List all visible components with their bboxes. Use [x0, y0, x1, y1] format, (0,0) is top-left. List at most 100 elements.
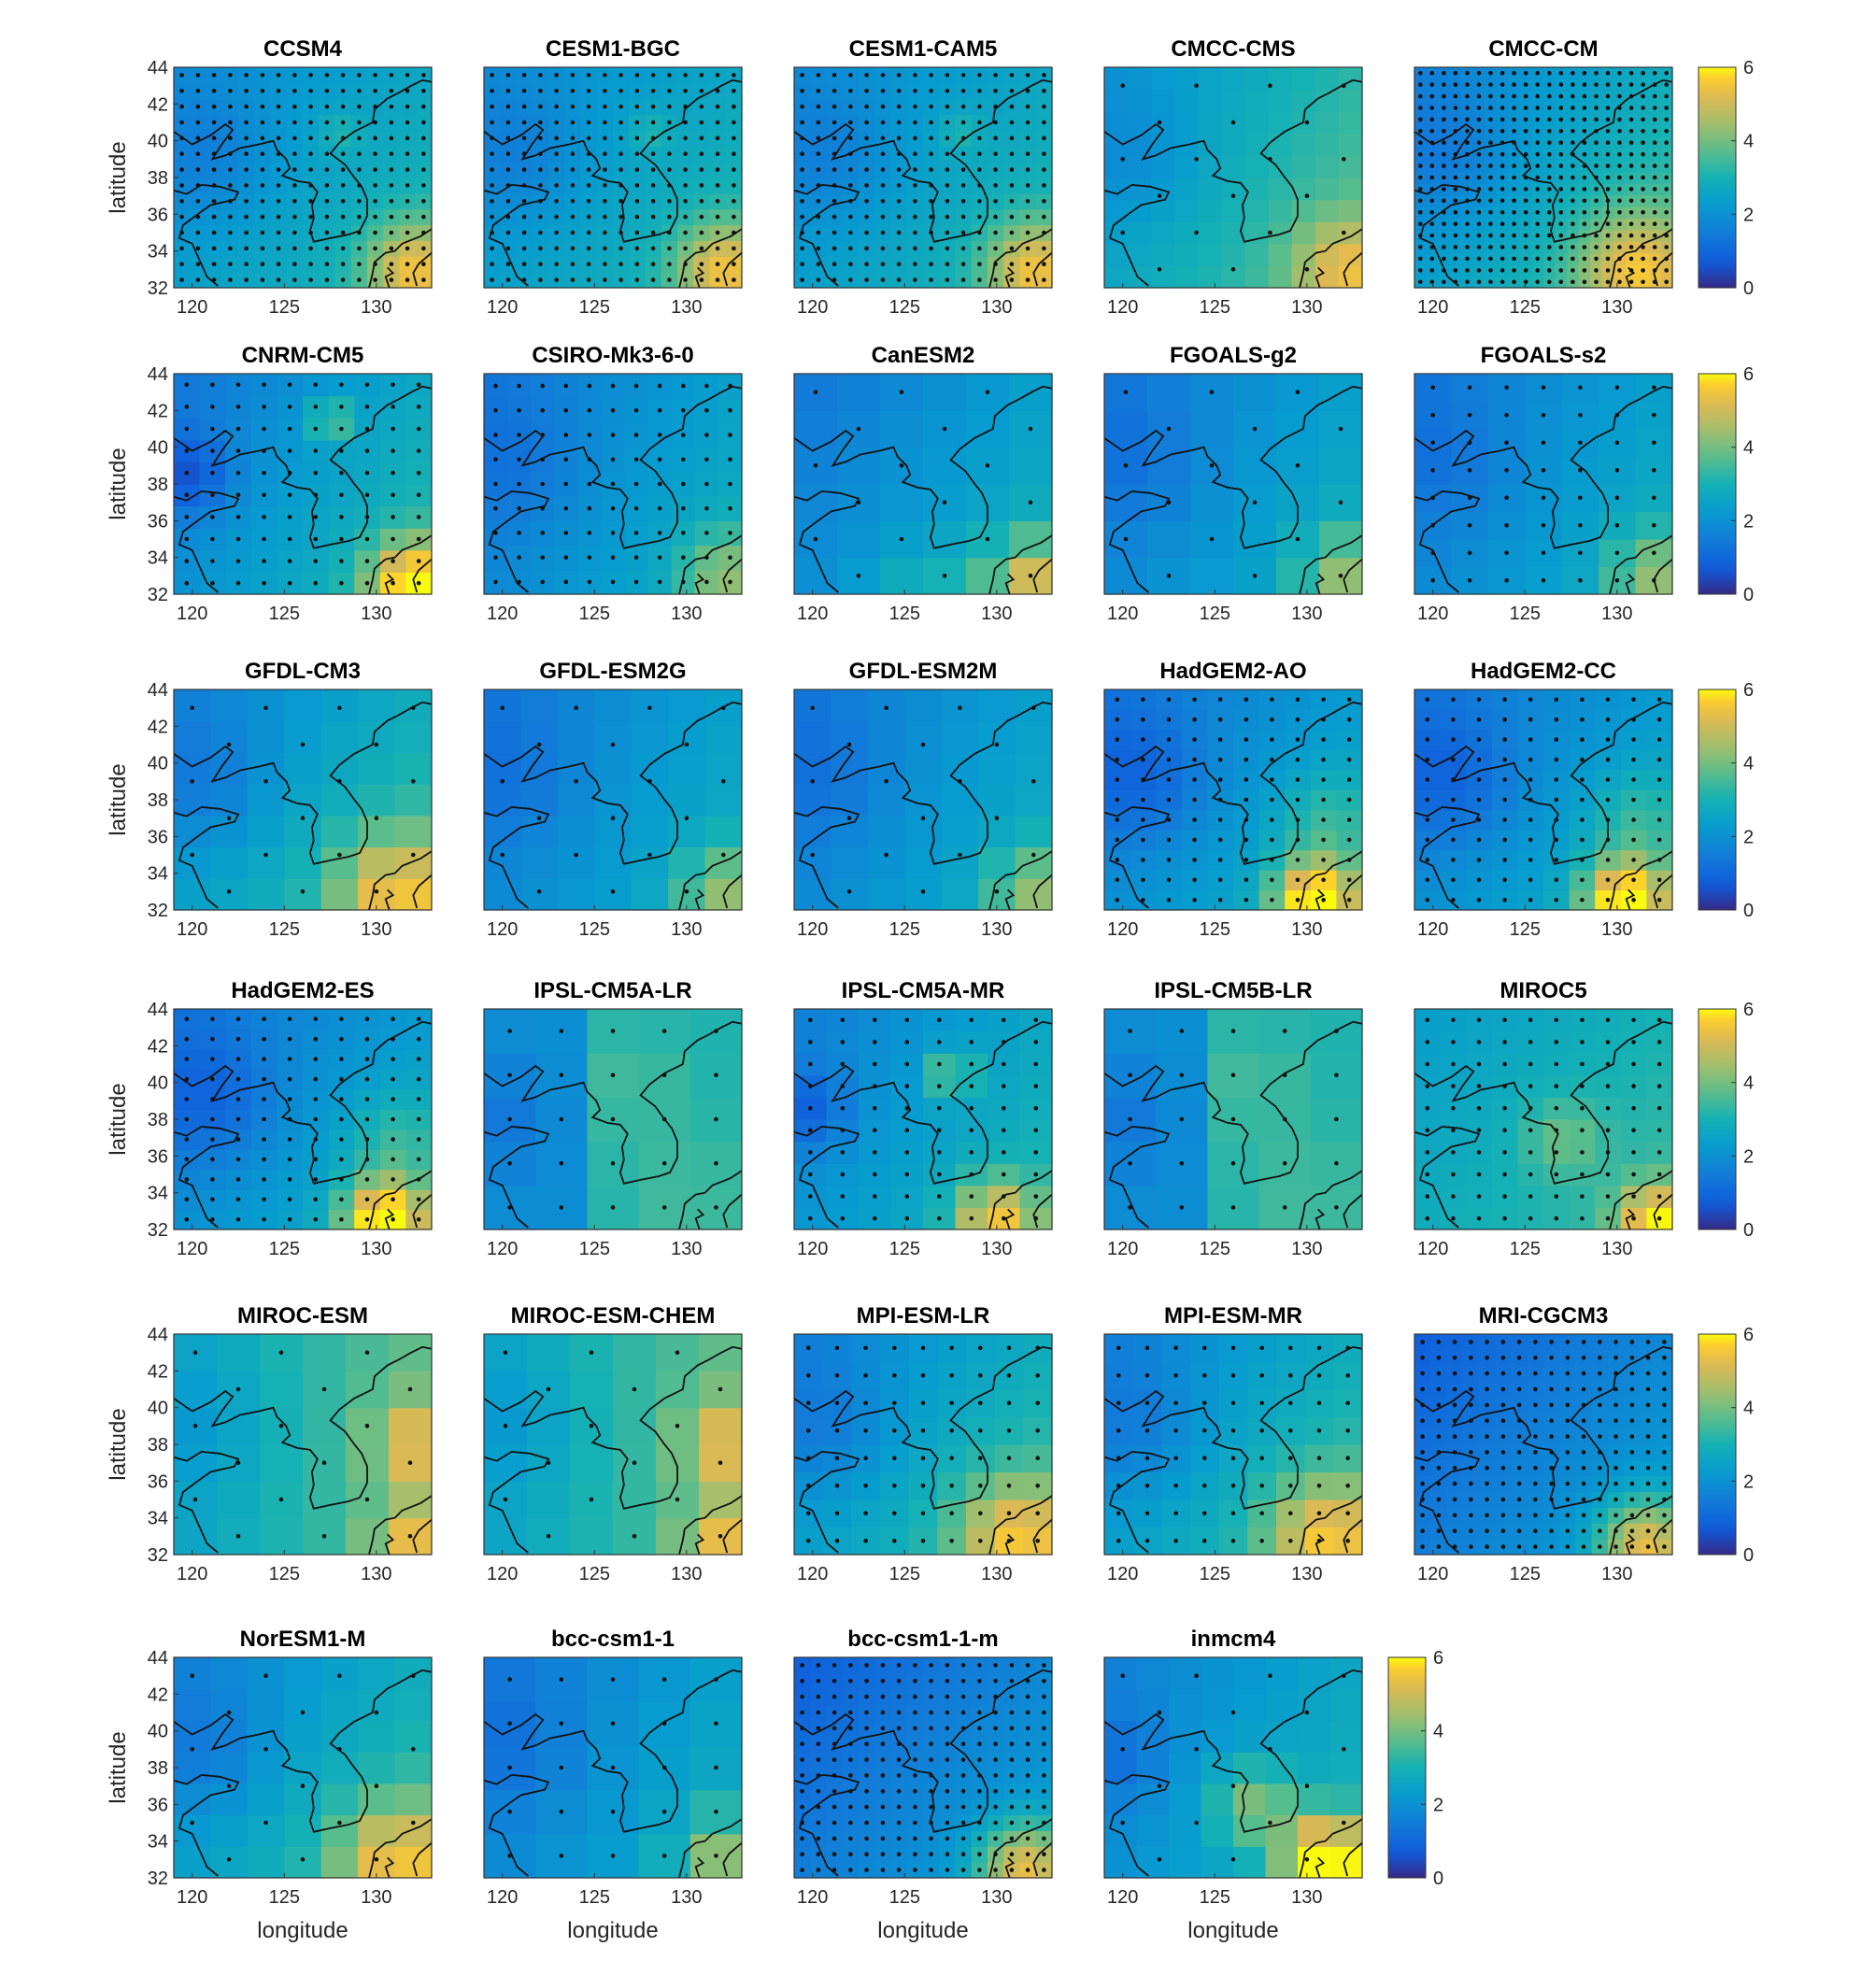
heat-cell [1315, 133, 1340, 156]
significance-dot [1141, 817, 1145, 822]
significance-dot [1120, 157, 1125, 162]
significance-dot [184, 559, 190, 563]
significance-dot [699, 135, 704, 141]
heat-cell [557, 815, 595, 848]
significance-dot [913, 262, 917, 267]
significance-dot [864, 199, 869, 204]
significance-dot [1554, 1017, 1559, 1023]
significance-dot [1179, 1116, 1185, 1122]
significance-dot [1558, 163, 1564, 168]
heat-cell [904, 752, 943, 785]
significance-dot [618, 214, 623, 220]
heat-cell [570, 1371, 614, 1409]
heat-cell [1104, 89, 1129, 112]
significance-dot [1547, 210, 1552, 215]
significance-dot [570, 104, 576, 109]
significance-dot [1115, 817, 1120, 822]
significance-dot [235, 1157, 241, 1162]
significance-dot [937, 1061, 942, 1067]
heat-cell [247, 689, 285, 722]
significance-dot [276, 246, 281, 251]
significance-dot [313, 405, 319, 409]
significance-dot [913, 230, 917, 235]
significance-dot [364, 1057, 370, 1061]
significance-dot [308, 151, 313, 156]
significance-dot [1523, 117, 1528, 122]
significance-dot [1656, 1172, 1662, 1177]
significance-dot [260, 230, 265, 235]
significance-dot [1425, 837, 1430, 843]
significance-dot [650, 199, 656, 204]
panel-title: CESM1-BGC [546, 36, 680, 62]
significance-dot [538, 167, 543, 172]
significance-dot [1547, 70, 1552, 76]
heat-cell [1198, 221, 1223, 245]
significance-dot [184, 1137, 190, 1142]
significance-dot [816, 246, 821, 251]
significance-dot [260, 277, 265, 282]
significance-dot [364, 382, 370, 388]
significance-dot [1429, 93, 1435, 99]
significance-dot [1453, 256, 1458, 262]
significance-dot [278, 1350, 284, 1355]
significance-dot [1652, 163, 1657, 168]
significance-dot [699, 73, 704, 78]
significance-dot [650, 104, 656, 109]
significance-dot [1476, 70, 1482, 76]
significance-dot [1488, 245, 1493, 249]
significance-dot [816, 262, 821, 267]
significance-dot [1295, 737, 1300, 742]
heat-cell [880, 484, 924, 521]
significance-dot [1418, 70, 1423, 76]
significance-dot [1580, 797, 1585, 803]
significance-dot [880, 120, 886, 125]
significance-dot [586, 73, 591, 78]
significance-dot [913, 120, 917, 125]
significance-dot [681, 383, 686, 389]
significance-dot [1002, 1194, 1006, 1199]
significance-dot [714, 1205, 718, 1210]
significance-dot [235, 1460, 241, 1465]
significance-dot [1631, 1105, 1636, 1111]
significance-dot [1528, 697, 1533, 702]
significance-dot [228, 246, 233, 251]
significance-dot [880, 199, 886, 204]
significance-dot [1528, 1017, 1533, 1023]
x-tick-label: 125 [579, 604, 610, 624]
x-tick-label: 130 [1601, 297, 1632, 318]
significance-dot [287, 492, 292, 498]
significance-dot [276, 135, 281, 141]
significance-dot [1430, 578, 1435, 583]
significance-dot [244, 167, 249, 172]
significance-dot [1578, 550, 1583, 556]
significance-dot [1502, 1150, 1507, 1155]
heat-cell [527, 1407, 571, 1445]
significance-dot [634, 135, 640, 141]
heat-cell [389, 1407, 433, 1445]
significance-dot [1499, 129, 1505, 134]
significance-dot [813, 390, 818, 395]
axes-frame [1103, 689, 1363, 911]
significance-dot [800, 89, 804, 93]
significance-dot [633, 433, 639, 437]
significance-dot [1442, 268, 1446, 273]
significance-dot [1025, 262, 1030, 267]
significance-dot [1628, 221, 1634, 226]
significance-dot [416, 1036, 421, 1042]
significance-dot [195, 167, 201, 172]
significance-dot [618, 246, 623, 251]
significance-dot [244, 135, 249, 141]
significance-dot [1614, 468, 1620, 473]
significance-dot [800, 262, 804, 267]
significance-dot [1268, 157, 1272, 162]
heat-cell [1151, 265, 1175, 289]
significance-dot [732, 183, 736, 188]
significance-dot [1628, 268, 1634, 273]
significance-dot [538, 120, 543, 125]
significance-dot [1605, 898, 1611, 902]
heat-cell [1268, 265, 1293, 289]
significance-dot [262, 1137, 266, 1142]
significance-dot [1535, 175, 1540, 180]
significance-dot [1123, 463, 1129, 468]
significance-dot [324, 262, 330, 267]
